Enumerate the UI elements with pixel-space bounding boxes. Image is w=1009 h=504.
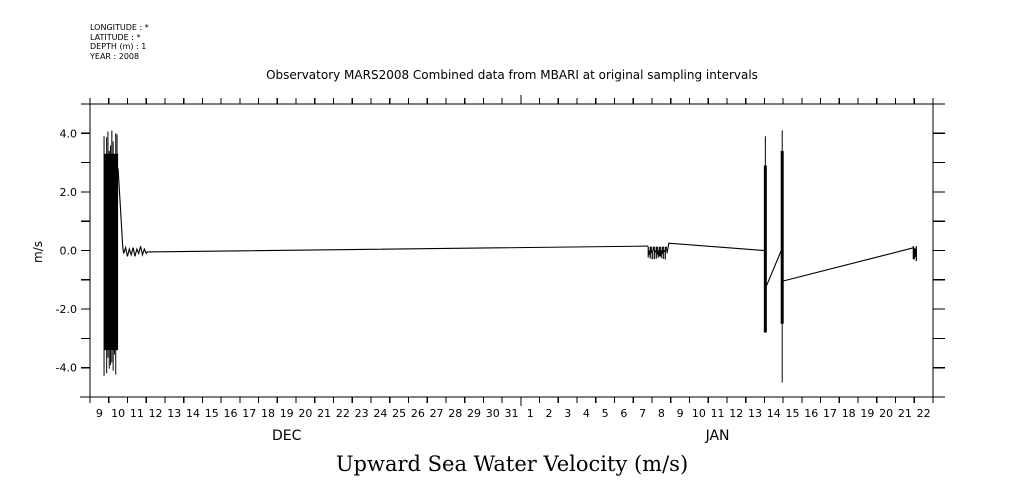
x-tick-label: 13	[167, 407, 181, 420]
x-tick-label: 21	[898, 407, 912, 420]
x-tick-label: 16	[804, 407, 818, 420]
x-tick-label: 24	[373, 407, 387, 420]
x-tick-label: 10	[692, 407, 706, 420]
series-line	[782, 247, 915, 282]
y-tick-label: 0.0	[60, 245, 78, 258]
y-tick-label: 2.0	[60, 186, 78, 199]
x-tick-label: 27	[430, 407, 444, 420]
data-spike-dense	[763, 165, 767, 333]
x-tick-label: 16	[224, 407, 238, 420]
x-tick-label: 3	[564, 407, 571, 420]
x-tick-label: 14	[767, 407, 781, 420]
x-tick-label: 19	[280, 407, 294, 420]
x-tick-label: 25	[392, 407, 406, 420]
x-tick-label: 15	[205, 407, 219, 420]
series-line	[117, 168, 649, 258]
x-tick-label: 17	[242, 407, 256, 420]
x-tick-label: 12	[729, 407, 743, 420]
x-tick-label: 9	[677, 407, 684, 420]
month-label: JAN	[705, 428, 730, 444]
x-tick-label: 19	[860, 407, 874, 420]
chart-title: Observatory MARS2008 Combined data from …	[266, 68, 758, 82]
latitude-label: LATITUDE : *	[90, 32, 141, 42]
x-tick-label: 2	[545, 407, 552, 420]
series-line	[666, 242, 765, 254]
x-tick-label: 30	[486, 407, 500, 420]
longitude-label: LONGITUDE : *	[90, 23, 149, 32]
year-label: YEAR : 2008	[90, 51, 140, 61]
x-axis-title: Upward Sea Water Velocity (m/s)	[335, 452, 689, 476]
x-tick-label: 11	[130, 407, 144, 420]
metadata-header: LONGITUDE : * LATITUDE : * DEPTH (m) : 1…	[90, 23, 149, 61]
month-label: DEC	[272, 428, 302, 444]
x-tick-label: 7	[639, 407, 646, 420]
axes: 9 10 11 12 13 14 15 16 17 18 19 20 21 22 23 24 25 26 27 28 2…	[56, 95, 945, 444]
series-line	[764, 250, 782, 289]
x-tick-label: 26	[411, 407, 425, 420]
x-tick-label: 18	[842, 407, 856, 420]
plot-area	[103, 130, 917, 383]
x-tick-label: 9	[96, 407, 103, 420]
depth-label: DEPTH (m) : 1	[90, 42, 147, 51]
x-tick-label: 22	[917, 407, 931, 420]
x-tick-label: 13	[748, 407, 762, 420]
x-tick-label: 6	[620, 407, 627, 420]
x-tick-label: 15	[786, 407, 800, 420]
x-tick-label: 28	[448, 407, 462, 420]
x-tick-label: 4	[583, 407, 590, 420]
x-tick-label: 11	[711, 407, 725, 420]
x-tick-label: 5	[602, 407, 609, 420]
x-tick-label: 12	[149, 407, 163, 420]
y-tick-label: -4.0	[56, 362, 77, 375]
x-tick-label: 23	[355, 407, 369, 420]
x-tick-label: 10	[111, 407, 125, 420]
x-tick-label: 8	[658, 407, 665, 420]
y-axis-label: m/s	[31, 241, 45, 263]
x-tick-label: 31	[505, 407, 519, 420]
y-tick-label: 4.0	[60, 127, 78, 140]
data-spike-dense	[780, 150, 784, 324]
x-tick-label: 29	[467, 407, 481, 420]
x-tick-label: 1	[527, 407, 534, 420]
x-tick-label: 14	[186, 407, 200, 420]
x-tick-label: 20	[298, 407, 312, 420]
x-tick-label: 21	[317, 407, 331, 420]
x-tick-label: 20	[879, 407, 893, 420]
y-tick-label: -2.0	[56, 303, 77, 316]
x-tick-label: 22	[336, 407, 350, 420]
x-tick-label: 18	[261, 407, 275, 420]
x-tick-label: 17	[823, 407, 837, 420]
